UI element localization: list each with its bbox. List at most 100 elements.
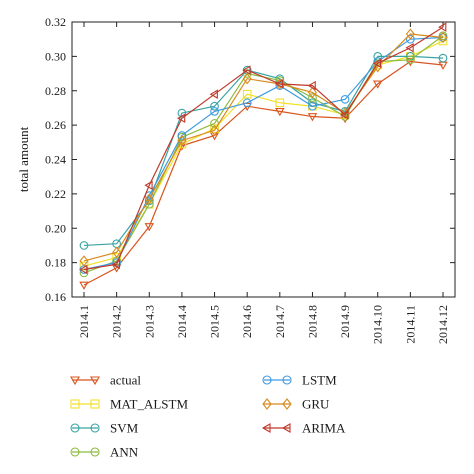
y-tick-label: 0.22 xyxy=(45,187,66,201)
x-tick-label: 2014.4 xyxy=(175,305,189,338)
data-point xyxy=(242,89,252,99)
x-tick-label: 2014.10 xyxy=(371,305,385,344)
x-axis: 2014.1 2014.2 2014.3 2014.4 2014.5 2014.6 2014… xyxy=(77,22,450,344)
legend-item: ARIMA xyxy=(261,421,346,436)
legend-marker xyxy=(90,399,100,409)
x-tick-label: 2014.7 xyxy=(273,305,287,338)
y-tick-label: 0.16 xyxy=(45,290,66,304)
x-tick-label: 2014.3 xyxy=(142,305,156,338)
x-tick-label: 2014.11 xyxy=(403,305,417,344)
y-tick-label: 0.26 xyxy=(45,118,66,132)
legend-label: ARIMA xyxy=(302,421,346,436)
data-point xyxy=(275,98,285,108)
legend-marker xyxy=(90,423,100,433)
legend-marker xyxy=(90,376,100,386)
data-point xyxy=(405,28,415,40)
legend-marker xyxy=(262,375,272,385)
legend: actual MAT_ALSTM SVM ANN LSTM GRU ARIMA xyxy=(70,373,346,460)
data-point xyxy=(406,55,415,65)
legend-marker xyxy=(70,447,80,457)
legend-marker xyxy=(70,376,80,386)
y-tick-label: 0.32 xyxy=(45,15,66,29)
legend-label: actual xyxy=(110,373,141,388)
data-point xyxy=(372,80,383,89)
legend-label: SVM xyxy=(110,421,139,436)
x-tick-label: 2014.12 xyxy=(436,305,450,344)
data-point xyxy=(210,107,219,116)
x-tick-label: 2014.8 xyxy=(305,305,319,338)
x-tick-label: 2014.9 xyxy=(338,305,352,338)
series-ann xyxy=(79,31,448,278)
legend-marker xyxy=(70,423,80,433)
data-point xyxy=(405,43,414,53)
data-point xyxy=(177,113,186,124)
data-point xyxy=(177,131,187,140)
legend-label: ANN xyxy=(110,445,139,460)
data-point xyxy=(210,101,219,111)
series-line xyxy=(83,36,444,271)
data-point xyxy=(177,142,187,151)
data-point xyxy=(308,93,317,102)
data-point xyxy=(79,241,89,250)
y-tick-label: 0.28 xyxy=(45,84,66,98)
data-point xyxy=(144,223,155,232)
x-tick-label: 2014.6 xyxy=(240,305,254,338)
data-point xyxy=(438,22,447,32)
legend-marker xyxy=(70,399,80,409)
data-point xyxy=(438,31,448,44)
series-mat-alstm xyxy=(79,36,448,271)
data-point xyxy=(144,180,153,191)
data-point xyxy=(275,108,285,117)
legend-item: LSTM xyxy=(262,373,337,388)
series-actual xyxy=(79,58,448,290)
data-point xyxy=(307,86,317,99)
legend-marker xyxy=(282,398,292,410)
data-point xyxy=(405,58,416,67)
legend-item: SVM xyxy=(70,421,139,436)
series-line xyxy=(83,33,444,262)
data-point xyxy=(438,53,448,63)
legend-label: MAT_ALSTM xyxy=(110,397,188,412)
data-point xyxy=(111,259,120,270)
data-point xyxy=(340,110,349,120)
y-axis: 0.16 0.18 0.20 0.22 0.24 0.26 0.28 0.30 0.32 xyxy=(45,15,455,304)
data-point xyxy=(242,73,252,85)
data-point xyxy=(79,255,89,267)
legend-marker xyxy=(282,375,292,385)
series-arima xyxy=(79,22,447,275)
x-tick-label: 2014.2 xyxy=(110,305,124,338)
data-point xyxy=(242,65,251,75)
data-point xyxy=(406,34,415,44)
data-point xyxy=(177,108,187,118)
y-tick-label: 0.30 xyxy=(45,49,66,63)
data-point xyxy=(274,79,284,89)
y-tick-label: 0.20 xyxy=(45,221,66,235)
legend-item: ANN xyxy=(70,445,139,460)
y-tick-label: 0.24 xyxy=(45,153,66,167)
series-gru xyxy=(79,28,448,267)
legend-marker xyxy=(281,423,291,433)
legend-label: GRU xyxy=(302,397,330,412)
x-tick-label: 2014.5 xyxy=(208,305,222,338)
data-point xyxy=(209,89,218,99)
y-axis-title: total amount xyxy=(16,126,31,192)
data-point xyxy=(308,101,317,111)
legend-item: GRU xyxy=(262,397,330,412)
data-point xyxy=(79,281,89,290)
data-point xyxy=(242,98,252,108)
data-point xyxy=(144,193,154,205)
data-point xyxy=(373,52,383,61)
data-point xyxy=(307,113,318,122)
data-point xyxy=(112,246,122,258)
data-point xyxy=(242,102,252,112)
legend-marker xyxy=(90,447,100,457)
data-point xyxy=(340,94,350,104)
series-line xyxy=(83,26,444,271)
legend-label: LSTM xyxy=(302,373,337,388)
data-point xyxy=(177,134,187,147)
data-point xyxy=(79,261,89,271)
data-point xyxy=(438,61,448,70)
series-lstm xyxy=(79,33,448,274)
